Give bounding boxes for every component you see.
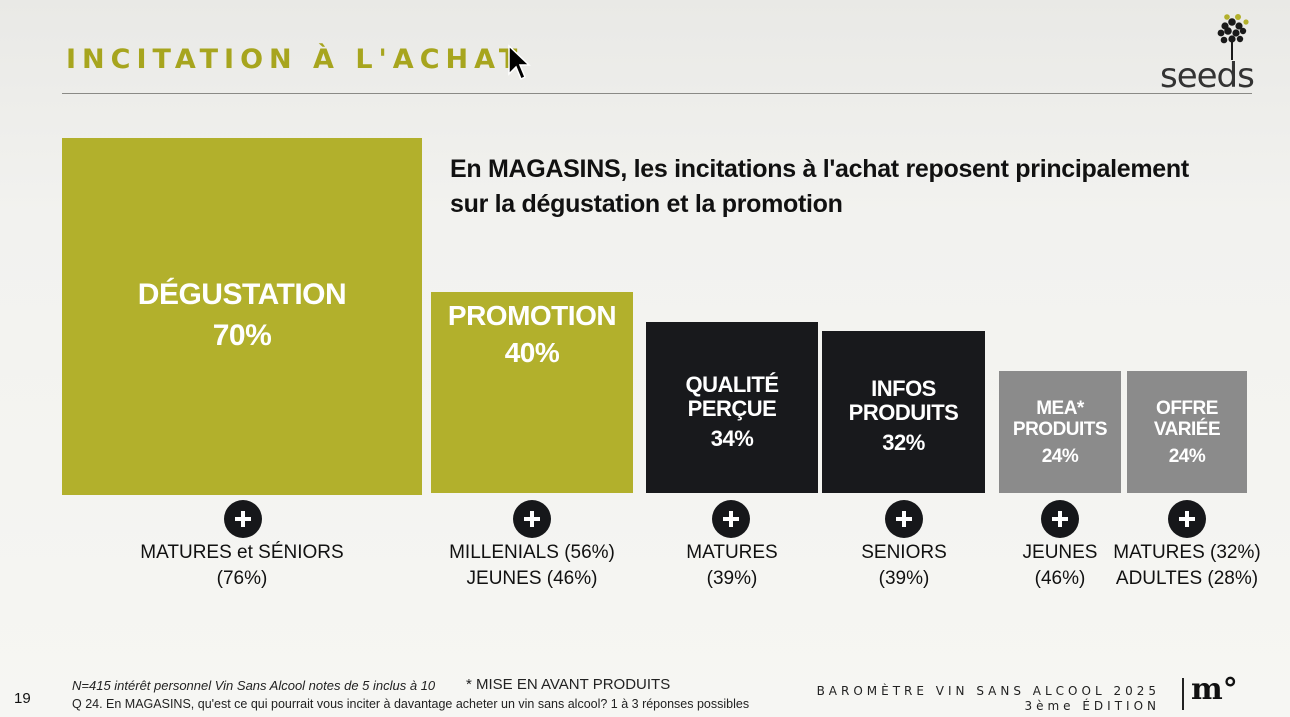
headline-line-2: sur la dégustation et la promotion xyxy=(450,190,843,218)
block-label: PRODUITS xyxy=(1012,418,1108,440)
seeds-logo-text: seeds xyxy=(1160,56,1255,96)
page-number: 19 xyxy=(14,690,31,707)
segment-line2: JEUNES (46%) xyxy=(466,568,598,589)
segment-line2: ADULTES (28%) xyxy=(1115,568,1259,589)
segment-line1: JEUNES xyxy=(1022,542,1098,563)
block-value: 34% xyxy=(710,425,754,451)
incentive-block-5: OFFRE VARIÉE 24% xyxy=(1127,371,1247,493)
block-label: MEA* xyxy=(1036,397,1084,419)
block-label: PERÇUE xyxy=(687,395,777,421)
plus-icon xyxy=(885,500,923,538)
segment-label-1: MILLENIALS (56%) JEUNES (46%) xyxy=(412,540,652,592)
plus-icon xyxy=(712,500,750,538)
seeds-logo: seeds xyxy=(1158,12,1258,96)
segment-line1: MATURES xyxy=(686,542,778,563)
segment-label-5: MATURES (32%) ADULTES (28%) xyxy=(1067,540,1290,592)
block-label: DÉGUSTATION xyxy=(137,278,347,311)
segment-label-4: JEUNES (46%) xyxy=(940,540,1180,592)
block-value: 24% xyxy=(1168,445,1206,467)
block-label: PROMOTION xyxy=(447,300,617,331)
segment-line2: (39%) xyxy=(706,568,758,589)
segment-line1: MATURES (32%) xyxy=(1113,542,1261,563)
segment-line2: (39%) xyxy=(878,568,930,589)
mea-note: * MISE EN AVANT PRODUITS xyxy=(466,676,671,693)
segment-label-0: MATURES et SÉNIORS (76%) xyxy=(122,540,362,592)
segment-line2: (76%) xyxy=(216,568,268,589)
slide-title: INCITATION À L'ACHAT xyxy=(66,44,524,75)
title-divider xyxy=(62,93,1252,94)
headline: En MAGASINS, les incitations à l'achat r… xyxy=(450,152,1210,222)
block-label: QUALITÉ xyxy=(685,371,779,397)
block-value: 32% xyxy=(882,430,925,455)
block-value: 24% xyxy=(1041,445,1079,467)
segment-line2: (46%) xyxy=(1034,568,1086,589)
headline-line-1: En MAGASINS, les incitations à l'achat r… xyxy=(450,155,1189,183)
block-label: PRODUITS xyxy=(848,400,959,425)
tree-icon xyxy=(1217,14,1249,60)
incentive-block-1: PROMOTION 40% xyxy=(431,292,633,493)
segment-line1: MILLENIALS (56%) xyxy=(449,542,615,563)
incentive-block-3: INFOS PRODUITS 32% xyxy=(822,331,985,493)
segment-label-2: MATURES (39%) xyxy=(612,540,852,592)
plus-icon xyxy=(513,500,551,538)
segment-line1: SENIORS xyxy=(861,542,947,563)
incentive-block-0: DÉGUSTATION 70% xyxy=(62,138,422,495)
question-note: Q 24. En MAGASINS, qu'est ce qui pourrai… xyxy=(72,697,750,711)
segment-line1: MATURES et SÉNIORS xyxy=(140,542,344,563)
plus-icon xyxy=(1041,500,1079,538)
sample-note: N=415 intérêt personnel Vin Sans Alcool … xyxy=(72,678,436,693)
mo-logo: m° xyxy=(1191,672,1238,707)
block-value: 40% xyxy=(504,337,560,368)
block-label: OFFRE xyxy=(1156,397,1218,419)
footer-divider xyxy=(1182,678,1184,710)
block-value: 70% xyxy=(212,319,272,352)
segment-label-3: SENIORS (39%) xyxy=(784,540,1024,592)
plus-icon xyxy=(1168,500,1206,538)
incentive-block-2: QUALITÉ PERÇUE 34% xyxy=(646,322,818,493)
mouse-cursor-icon xyxy=(508,44,531,81)
plus-icon xyxy=(224,500,262,538)
incentive-block-4: MEA* PRODUITS 24% xyxy=(999,371,1121,493)
barometer-label: BAROMÈTRE VIN SANS ALCOOL 2025 xyxy=(816,684,1160,698)
block-label: INFOS xyxy=(871,376,936,401)
edition-label: 3ème ÉDITION xyxy=(1024,699,1160,713)
block-label: VARIÉE xyxy=(1153,418,1221,440)
